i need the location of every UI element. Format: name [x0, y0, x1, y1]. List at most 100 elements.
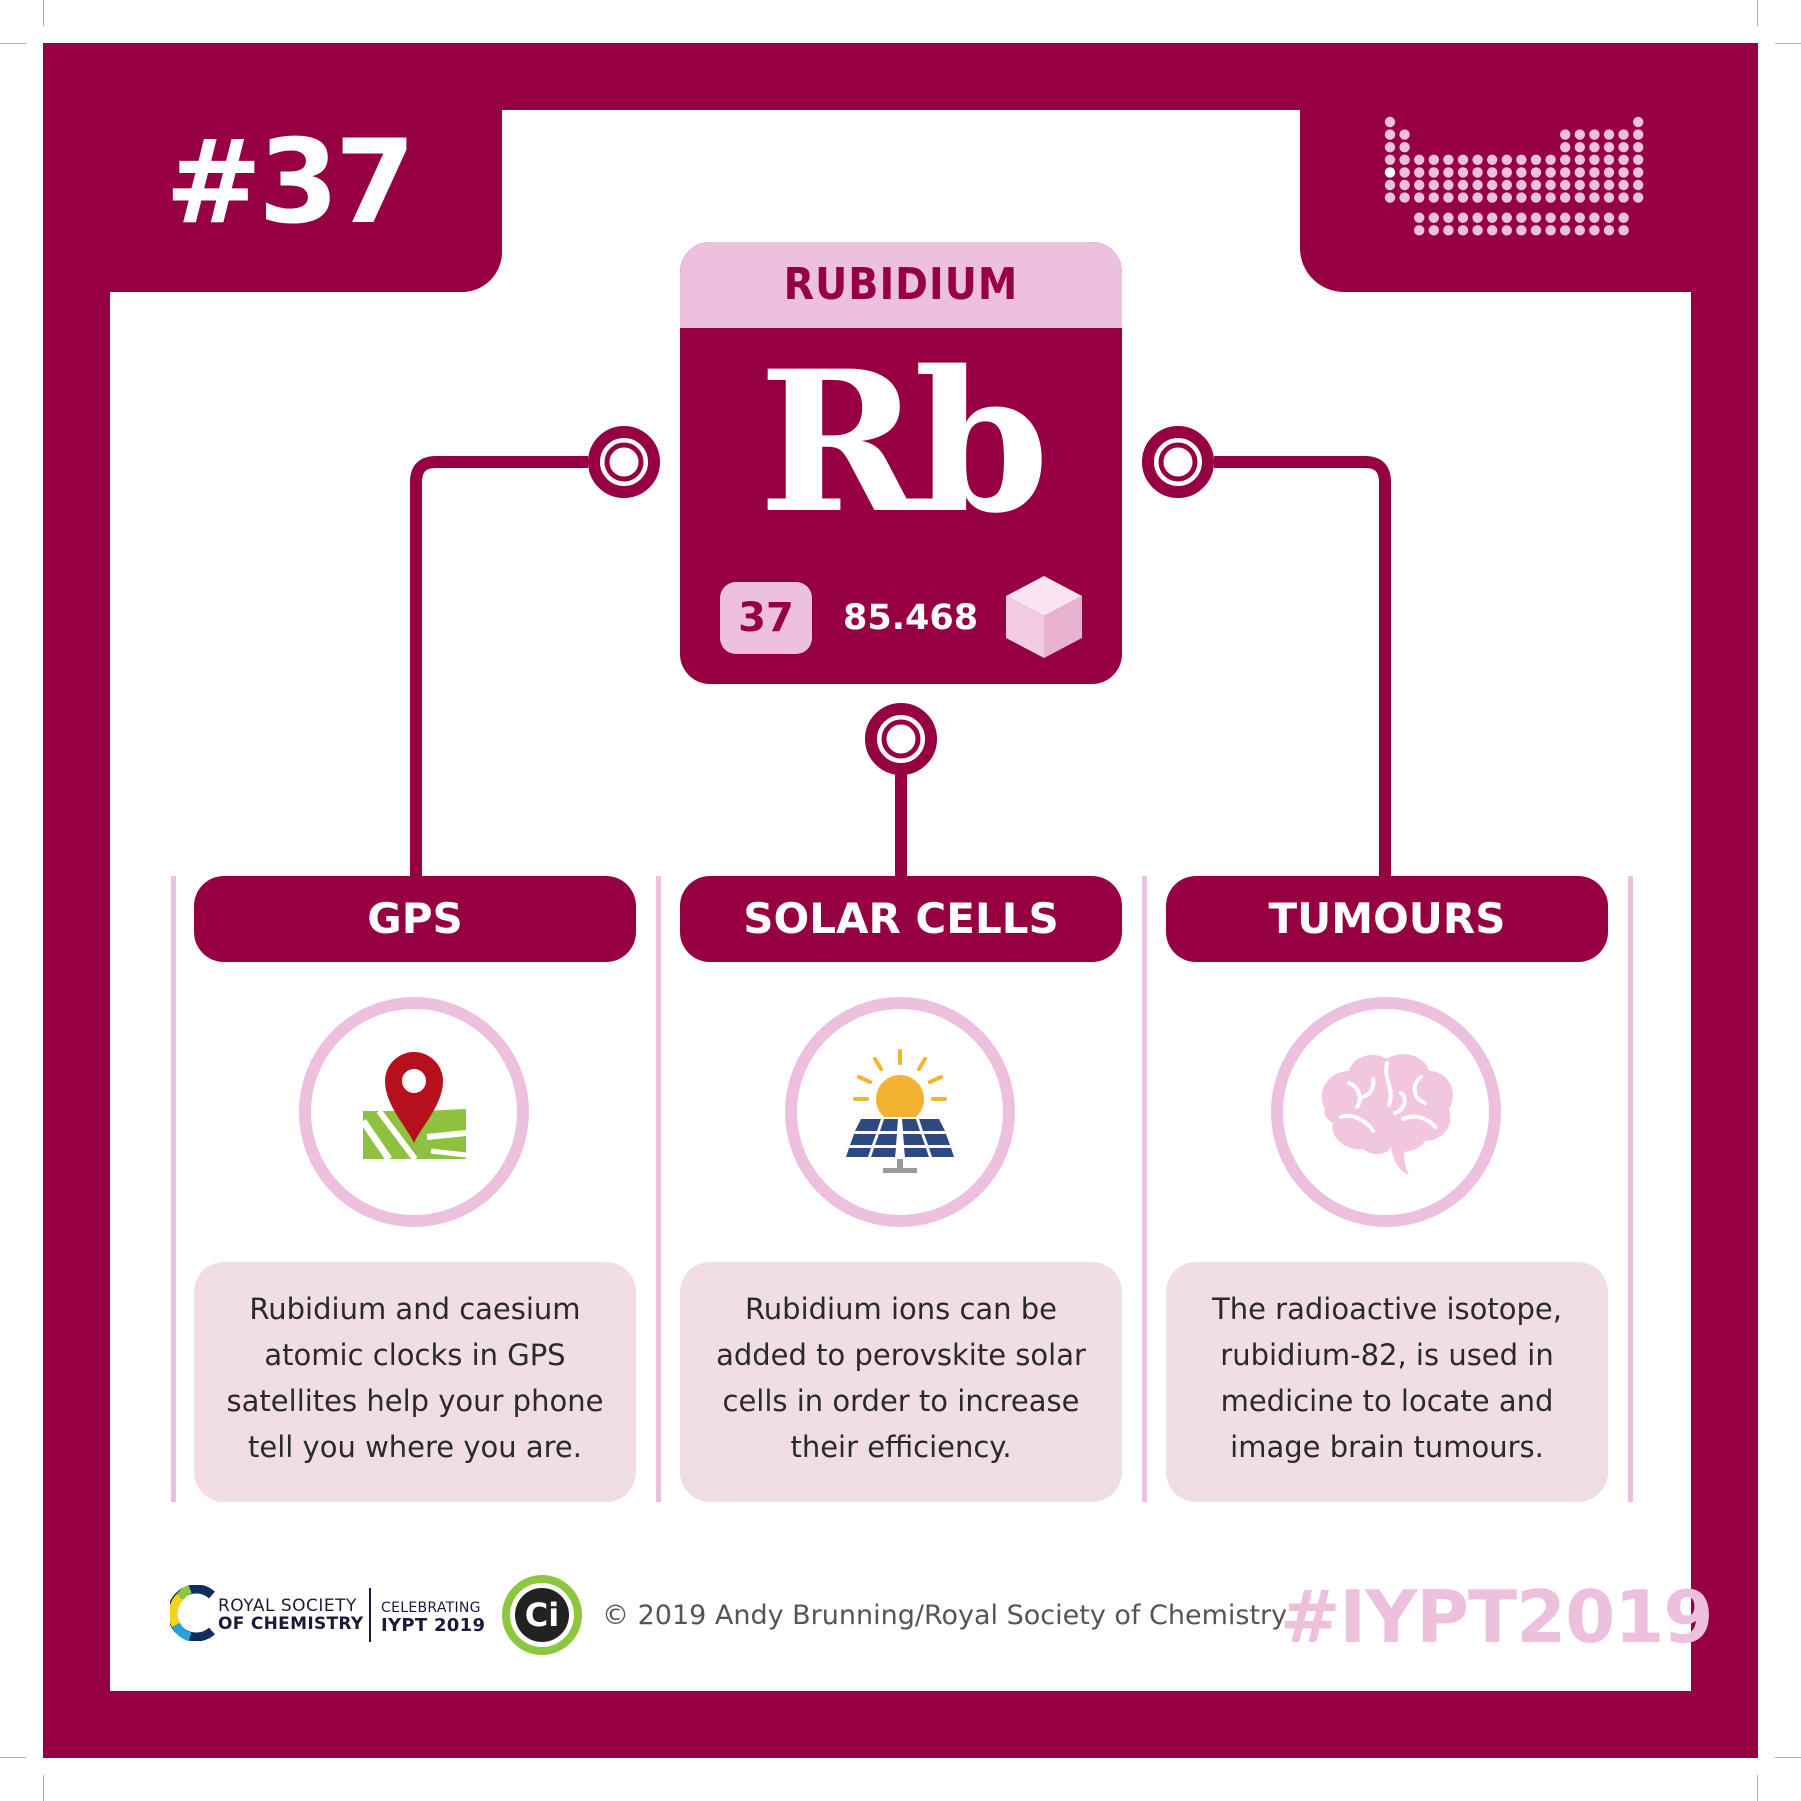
hashtag: #IYPT2019	[1280, 1575, 1714, 1659]
iypt-line2: IYPT 2019	[381, 1615, 486, 1636]
periodic-table-dot	[1384, 167, 1396, 178]
periodic-table-dot	[1443, 179, 1454, 191]
crop-mark	[43, 1775, 44, 1801]
periodic-table-dot	[1428, 179, 1439, 191]
brain-icon	[1321, 1054, 1453, 1175]
ci-logo-icon: Ci	[502, 1575, 582, 1655]
use-header-gps: GPS	[194, 876, 636, 962]
periodic-table-dot	[1428, 212, 1439, 223]
use-header-tumours: TUMOURS	[1166, 876, 1608, 962]
periodic-table-dot	[1589, 154, 1600, 165]
periodic-table-dot	[1457, 154, 1469, 165]
periodic-table-dot	[1603, 167, 1615, 178]
periodic-table-dot	[1487, 167, 1498, 178]
periodic-table-dot	[1516, 167, 1527, 178]
periodic-table-dot	[1574, 212, 1585, 223]
ci-logo-text: Ci	[525, 1596, 559, 1634]
periodic-table-dot	[1545, 212, 1556, 223]
iypt-wordmark: CELEBRATING IYPT 2019	[381, 1599, 485, 1635]
periodic-table-dot	[1472, 167, 1483, 178]
rsc-line1: ROYAL SOCIETY	[218, 1596, 357, 1616]
element-symbol: Rb	[758, 328, 1050, 556]
periodic-table-dot	[1545, 154, 1556, 165]
element-name-band	[680, 242, 1122, 328]
periodic-table-dot	[1501, 179, 1512, 191]
periodic-table-dot	[1457, 167, 1469, 178]
copyright-text: © 2019 Andy Brunning/Royal Society of Ch…	[602, 1600, 1288, 1631]
periodic-table-dot	[1589, 225, 1600, 236]
rsc-line2: OF CHEMISTRY	[218, 1614, 364, 1634]
periodic-table-dot	[1414, 154, 1425, 165]
periodic-table-dot	[1560, 212, 1571, 223]
element-name: RUBIDIUM	[783, 259, 1019, 310]
crop-mark	[1775, 43, 1801, 44]
periodic-table-dot	[1603, 212, 1615, 223]
periodic-table-dot	[1574, 129, 1585, 140]
rsc-wordmark: ROYAL SOCIETY OF CHEMISTRY	[218, 1597, 363, 1633]
crop-mark	[0, 43, 26, 44]
periodic-table-dot	[1472, 179, 1483, 191]
periodic-table-dot	[1457, 212, 1469, 223]
periodic-table-dot	[1560, 142, 1571, 153]
periodic-table-dot	[1618, 167, 1629, 178]
periodic-table-dot	[1384, 129, 1396, 140]
periodic-table-dot	[1603, 192, 1615, 203]
periodic-table-dot	[1589, 129, 1600, 140]
solar-panel-icon	[846, 1049, 954, 1173]
periodic-table-dot	[1603, 225, 1615, 236]
periodic-table-dot	[1618, 179, 1629, 191]
periodic-table-dot	[1530, 167, 1542, 178]
cube-icon	[1006, 576, 1082, 658]
crop-mark	[1775, 1757, 1801, 1758]
periodic-table-dot	[1399, 142, 1410, 153]
periodic-table-dot	[1633, 167, 1644, 178]
element-tile: RUBIDIUM Rb 37 85.468	[680, 242, 1122, 684]
periodic-table-dot	[1414, 212, 1425, 223]
periodic-table-dot	[1472, 154, 1483, 165]
rsc-logo-icon	[170, 1585, 215, 1641]
periodic-table-dot	[1501, 192, 1512, 203]
periodic-table-dot	[1516, 192, 1527, 203]
periodic-table-dot	[1443, 212, 1454, 223]
periodic-table-dot	[1618, 225, 1629, 236]
periodic-table-dot	[1530, 154, 1542, 165]
periodic-table-dot	[1443, 167, 1454, 178]
periodic-table-dot	[1618, 192, 1629, 203]
periodic-table-dot	[1487, 212, 1498, 223]
use-description-solar-cells: Rubidium ions can be added to perovskite…	[680, 1262, 1122, 1502]
periodic-table-dot	[1399, 129, 1410, 140]
periodic-table-dot	[1530, 225, 1542, 236]
periodic-table-dot	[1516, 225, 1527, 236]
periodic-table-dot	[1516, 212, 1527, 223]
periodic-table-dot	[1589, 167, 1600, 178]
periodic-table-dot	[1545, 192, 1556, 203]
periodic-table-dot	[1603, 129, 1615, 140]
periodic-table-dot	[1501, 154, 1512, 165]
periodic-table-dot	[1560, 154, 1571, 165]
crop-mark	[1757, 1775, 1758, 1801]
periodic-table-dot	[1472, 192, 1483, 203]
periodic-table-dot	[1633, 142, 1644, 153]
periodic-table-dot	[1574, 142, 1585, 153]
periodic-table-dot	[1618, 154, 1629, 165]
periodic-table-dot	[1472, 225, 1483, 236]
periodic-table-dot	[1545, 167, 1556, 178]
issue-number: #37	[165, 115, 416, 250]
periodic-table-dot	[1487, 225, 1498, 236]
periodic-table-dot	[1530, 192, 1542, 203]
use-icon-ring-tumours	[1271, 997, 1501, 1227]
periodic-table-dot	[1384, 116, 1396, 128]
periodic-table-dot	[1384, 154, 1396, 165]
periodic-table-dot	[1589, 142, 1600, 153]
periodic-table-dot	[1428, 154, 1439, 165]
use-icon-ring-gps	[299, 997, 529, 1227]
periodic-table-dot	[1530, 212, 1542, 223]
periodic-table-dot	[1560, 225, 1571, 236]
periodic-table-dot	[1545, 179, 1556, 191]
periodic-table-dot	[1501, 212, 1512, 223]
periodic-table-dot	[1428, 225, 1439, 236]
periodic-table-dot	[1457, 225, 1469, 236]
periodic-table-dot	[1414, 225, 1425, 236]
periodic-table-dot	[1428, 192, 1439, 203]
